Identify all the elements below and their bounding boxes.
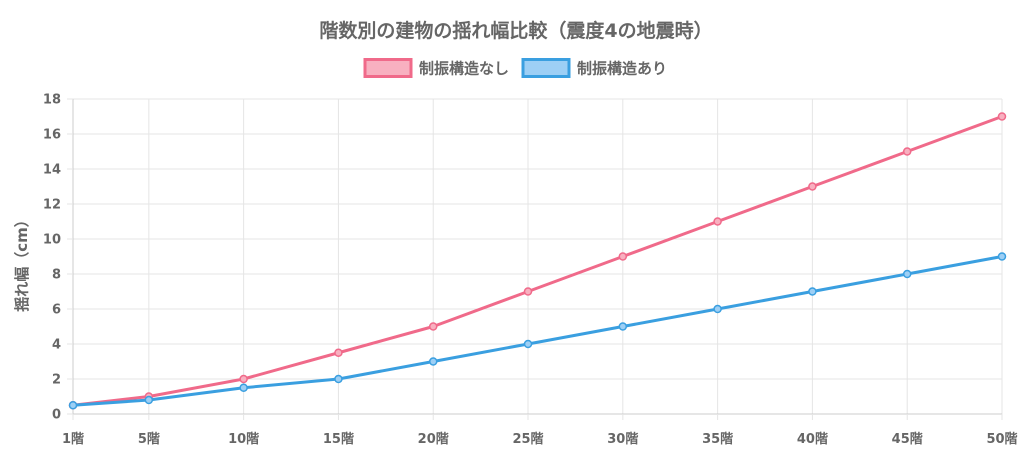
x-tick-label: 10階 <box>228 431 259 447</box>
data-point <box>618 252 628 261</box>
legend-label: 制振構造あり <box>577 60 667 78</box>
x-tick-label: 35階 <box>702 431 733 447</box>
y-tick-label: 2 <box>52 373 61 388</box>
x-tick-label: 45階 <box>892 431 923 447</box>
y-tick-label: 12 <box>43 198 61 213</box>
legend-label: 制振構造なし <box>419 60 509 78</box>
data-point <box>334 374 343 384</box>
y-tick-label: 8 <box>52 268 61 283</box>
data-point <box>618 322 628 331</box>
y-tick-label: 6 <box>52 303 61 318</box>
data-point <box>808 287 817 296</box>
data-point <box>713 217 722 226</box>
data-point <box>902 147 912 156</box>
series-layer <box>68 112 1007 410</box>
x-tick-label: 1階 <box>62 431 84 447</box>
legend-item: 制振構造あり <box>521 58 667 78</box>
data-point <box>523 287 533 296</box>
x-tick-label: 15階 <box>323 431 354 447</box>
legend-swatch <box>363 58 413 78</box>
y-tick-label: 4 <box>52 338 61 353</box>
legend-item: 制振構造なし <box>363 58 509 78</box>
series-line <box>71 115 1004 407</box>
series-line <box>71 255 1004 407</box>
data-point <box>523 339 533 349</box>
data-point <box>808 182 817 191</box>
x-tick-label: 5階 <box>138 431 160 447</box>
data-point <box>144 395 154 405</box>
y-tick-label: 18 <box>43 93 61 108</box>
series-2 <box>68 252 1007 410</box>
x-tick-label: 40階 <box>797 431 828 447</box>
y-tick-label: 16 <box>43 128 61 143</box>
y-tick-label: 0 <box>52 408 61 423</box>
x-axis: 1階 5階 10階 15階 20階 25階 30階 35階 40階 45階 50階 <box>62 414 1018 447</box>
data-point <box>239 374 248 384</box>
data-point <box>239 383 248 392</box>
data-point <box>997 112 1007 121</box>
data-point <box>997 252 1007 261</box>
x-tick-label: 30階 <box>607 431 638 447</box>
y-tick-label: 14 <box>43 163 61 178</box>
y-tick-label: 10 <box>43 233 61 248</box>
legend: 制振構造なし 制振構造あり <box>363 58 667 78</box>
legend-swatch <box>521 58 571 78</box>
y-axis-title: 揺れ幅（cm） <box>13 212 31 312</box>
series-1 <box>68 112 1007 410</box>
x-tick-label: 25階 <box>512 431 543 447</box>
y-axis: 0 2 4 6 8 10 12 14 16 18 <box>43 93 73 423</box>
grid <box>72 98 1003 415</box>
data-point <box>713 304 722 314</box>
data-point <box>902 269 912 279</box>
x-tick-label: 20階 <box>418 431 449 447</box>
x-tick-label: 50階 <box>986 431 1017 447</box>
data-point <box>334 348 343 357</box>
chart-title: 階数別の建物の揺れ幅比較（震度4の地震時） <box>319 19 712 42</box>
data-point <box>428 357 438 366</box>
data-point <box>68 401 78 410</box>
data-point <box>428 322 438 331</box>
